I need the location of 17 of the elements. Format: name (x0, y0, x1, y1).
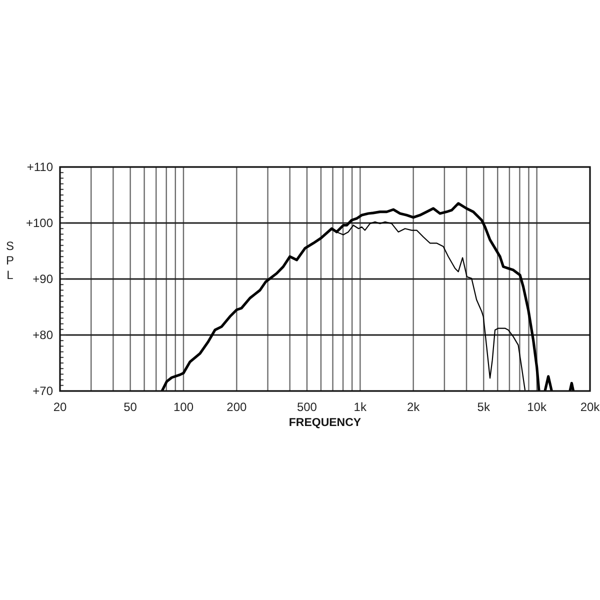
x-tick-label: 2k (406, 400, 421, 414)
y-axis-title: SPL (6, 239, 14, 282)
y-tick-label: +80 (32, 328, 54, 342)
x-tick-label: 1k (354, 400, 368, 414)
x-tick-label: 10k (527, 400, 548, 414)
y-tick-label: +90 (32, 272, 54, 286)
x-tick-label: 50 (124, 400, 138, 414)
x-tick-label: 5k (477, 400, 491, 414)
x-tick-label: 20k (580, 400, 600, 414)
y-tick-label: +110 (26, 160, 54, 174)
x-tick-label: 100 (173, 400, 194, 414)
y-tick-label: +100 (26, 216, 54, 230)
x-tick-label: 20 (53, 400, 67, 414)
x-tick-label: 200 (226, 400, 247, 414)
y-tick-label: +70 (32, 384, 54, 398)
x-axis-title: FREQUENCY (288, 417, 362, 429)
x-tick-label: 500 (296, 400, 318, 414)
